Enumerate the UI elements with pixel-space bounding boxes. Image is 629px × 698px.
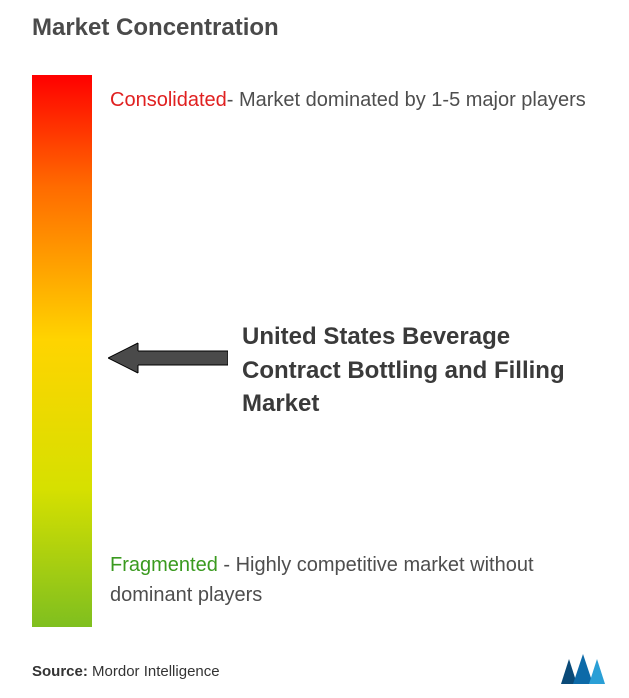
fragmented-label: Fragmented - Highly competitive market w… — [110, 550, 599, 610]
consolidated-rest: - Market dominated by 1-5 major players — [227, 89, 586, 111]
consolidated-lead: Consolidated — [110, 89, 227, 111]
concentration-gradient-bar — [32, 75, 92, 627]
position-arrow-icon — [108, 340, 228, 376]
source-value: Mordor Intelligence — [88, 663, 220, 680]
source-line: Source: Mordor Intelligence — [32, 663, 220, 680]
source-label: Source: — [32, 663, 88, 680]
page-title: Market Concentration — [32, 14, 279, 42]
fragmented-lead: Fragmented — [110, 554, 218, 576]
consolidated-label: Consolidated- Market dominated by 1-5 ma… — [110, 85, 599, 115]
mordor-logo-icon — [559, 654, 607, 684]
market-name: United States Beverage Contract Bottling… — [242, 320, 602, 421]
